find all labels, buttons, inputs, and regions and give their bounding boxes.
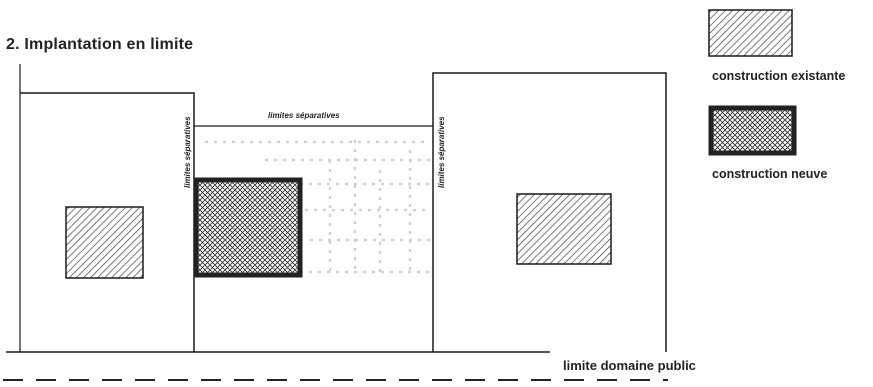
legend-new-swatch <box>708 105 797 156</box>
right-boundary-label: limites séparatives <box>437 116 446 188</box>
left-boundary-label: limites séparatives <box>183 116 192 188</box>
existing-construction-left <box>65 206 144 279</box>
top-boundary-label: limites séparatives <box>268 111 340 120</box>
legend-new-label: construction neuve <box>712 167 828 181</box>
new-construction <box>193 177 303 278</box>
existing-construction-right <box>516 193 612 265</box>
legend-existing-label: construction existante <box>712 69 846 83</box>
diagram-title: 2. Implantation en limite <box>6 36 194 53</box>
public-domain-label: limite domaine public <box>563 358 696 373</box>
ghost-construction-marks <box>205 140 430 275</box>
right-lot-outline <box>432 72 667 352</box>
legend-existing-swatch <box>708 9 793 57</box>
